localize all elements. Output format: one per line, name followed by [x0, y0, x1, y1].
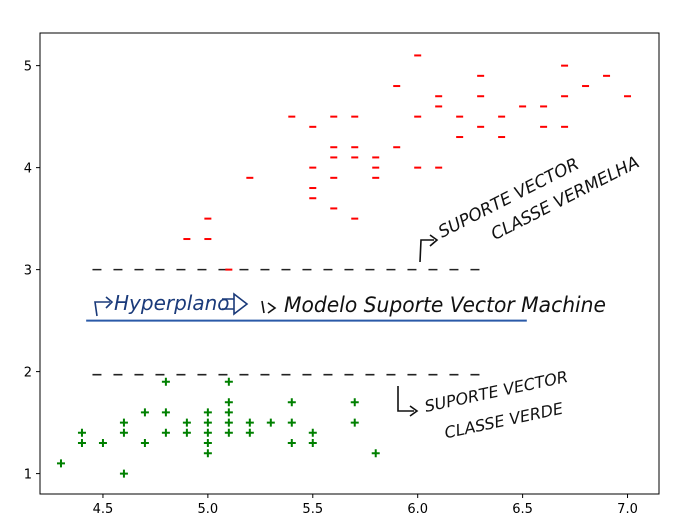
green-plus-point — [224, 408, 233, 417]
green-plus-point — [77, 428, 86, 437]
green-plus-point — [308, 428, 317, 437]
green-plus-point — [56, 459, 65, 468]
x-tick-label: 5.0 — [198, 502, 219, 517]
green-plus-point — [308, 439, 317, 448]
green-plus-point — [182, 428, 191, 437]
arrow-icon — [94, 296, 114, 317]
annotation-modelo: Modelo Suporte Vector Machine — [284, 293, 606, 317]
green-plus-point — [371, 449, 380, 458]
arrow-icon — [261, 300, 277, 314]
x-tick-label: 6.5 — [512, 502, 533, 517]
green-plus-point — [140, 439, 149, 448]
green-plus-point — [182, 418, 191, 427]
green-plus-point — [203, 428, 212, 437]
green-plus-point — [287, 398, 296, 407]
double-arrow-icon — [222, 292, 249, 316]
y-tick-label: 5 — [24, 60, 32, 75]
arrow-icon — [397, 386, 419, 417]
green-plus-point — [203, 408, 212, 417]
green-plus-point — [119, 469, 128, 478]
y-axis: 1 2 3 4 5 — [24, 60, 40, 483]
y-tick-label: 4 — [24, 162, 32, 177]
plot-area — [39, 32, 660, 495]
green-plus-point — [119, 428, 128, 437]
green-plus-point — [224, 377, 233, 386]
x-tick-label: 7.0 — [617, 502, 638, 517]
y-tick-label: 2 — [24, 366, 32, 381]
green-plus-point — [287, 439, 296, 448]
green-plus-point — [350, 418, 359, 427]
x-axis: 4.5 5.0 5.5 6.0 6.5 7.0 — [93, 494, 638, 517]
green-plus-point — [119, 418, 128, 427]
green-plus-point — [203, 439, 212, 448]
annotation-hyperplano: Hyperplano — [114, 291, 230, 315]
arrow-icon — [419, 234, 439, 263]
green-plus-point — [266, 418, 275, 427]
green-plus-point — [245, 418, 254, 427]
annotation-hyperplane: Hyperplano Modelo Suporte Vector Machine — [94, 291, 606, 317]
support-lines — [86, 268, 527, 376]
y-tick-label: 1 — [24, 468, 32, 483]
data-points — [56, 54, 632, 478]
green-plus-point — [224, 398, 233, 407]
green-plus-point — [287, 418, 296, 427]
x-tick-label: 5.5 — [302, 502, 323, 517]
green-plus-point — [350, 398, 359, 407]
green-plus-point — [161, 408, 170, 417]
green-plus-point — [224, 428, 233, 437]
green-plus-point — [224, 418, 233, 427]
green-plus-point — [140, 408, 149, 417]
green-plus-point — [161, 377, 170, 386]
green-plus-point — [203, 449, 212, 458]
green-plus-point — [161, 428, 170, 437]
x-tick-label: 4.5 — [93, 502, 114, 517]
green-plus-point — [98, 439, 107, 448]
y-tick-label: 3 — [24, 264, 32, 279]
green-plus-point — [203, 418, 212, 427]
green-plus-point — [245, 428, 254, 437]
green-plus-point — [77, 439, 86, 448]
x-tick-label: 6.0 — [407, 502, 428, 517]
